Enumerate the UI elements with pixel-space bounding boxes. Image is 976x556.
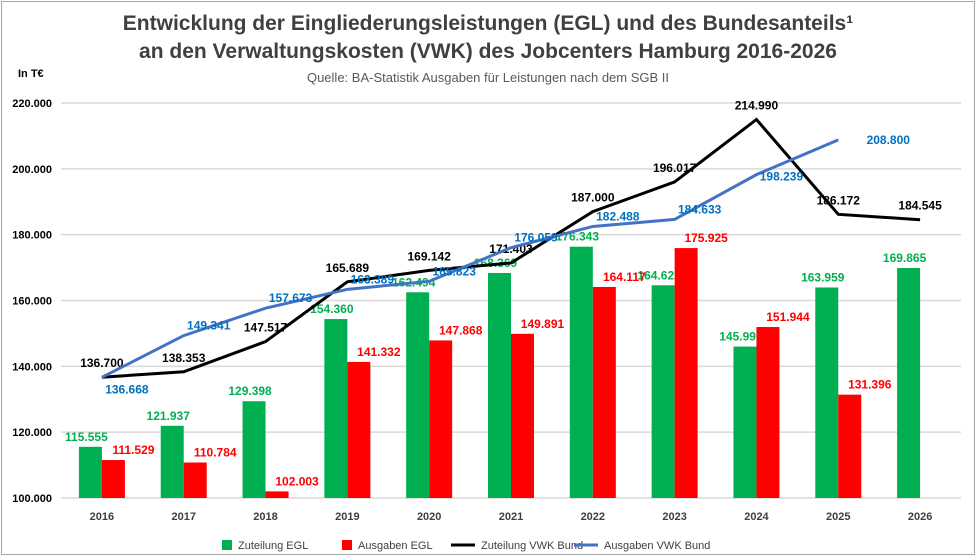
data-label: 147.517	[244, 321, 288, 335]
data-label: 149.891	[521, 317, 565, 331]
bar-zuteilung-egl	[569, 246, 593, 498]
data-label: 169.142	[407, 249, 451, 263]
bar-ausgaben-egl	[838, 394, 862, 498]
legend-swatch	[342, 540, 352, 550]
data-label: 149.341	[187, 319, 231, 333]
chart-subtitle: Quelle: BA-Statistik Ausgaben für Leistu…	[306, 70, 670, 85]
data-label: 176.059	[514, 231, 558, 245]
x-tick-label: 2025	[826, 511, 850, 523]
data-label: 141.332	[357, 345, 401, 359]
chart-title-line1: Entwicklung der Eingliederungsleistungen…	[122, 12, 854, 35]
data-label: 163.959	[801, 270, 845, 284]
data-label: 184.545	[898, 199, 942, 213]
x-tick-label: 2017	[171, 511, 195, 523]
bar-zuteilung-egl	[651, 285, 675, 498]
bar-ausgaben-egl	[265, 491, 289, 498]
bar-zuteilung-egl	[406, 292, 430, 498]
data-label: 169.865	[883, 251, 927, 265]
data-label: 121.937	[147, 409, 191, 423]
data-label: 111.529	[112, 443, 154, 457]
data-label: 208.800	[867, 133, 911, 147]
x-tick-label: 2022	[581, 511, 605, 523]
bar-ausgaben-egl	[511, 333, 534, 498]
x-tick-label: 2020	[417, 511, 441, 523]
data-label: 175.925	[684, 231, 728, 245]
x-tick-label: 2024	[744, 511, 769, 523]
y-tick-label: 140.000	[12, 361, 52, 373]
y-axis-unit-label: In T€	[18, 68, 44, 80]
y-tick-label: 120.000	[12, 427, 52, 439]
data-label: 102.003	[275, 474, 319, 488]
x-tick-label: 2021	[499, 511, 523, 523]
data-label: 196.017	[653, 161, 697, 175]
data-label: 138.353	[162, 351, 206, 365]
data-label: 129.398	[228, 384, 272, 398]
data-label: 110.784	[194, 446, 237, 460]
x-tick-label: 2016	[90, 511, 114, 523]
y-tick-label: 220.000	[12, 98, 52, 110]
x-tick-label: 2019	[335, 511, 359, 523]
data-label: 147.868	[439, 323, 483, 337]
data-label: 214.990	[735, 98, 779, 112]
legend-entry: Ausgaben EGL	[358, 540, 433, 552]
bar-zuteilung-egl	[897, 268, 921, 498]
y-tick-label: 180.000	[12, 230, 52, 242]
data-label: 165.823	[432, 264, 476, 278]
bar-zuteilung-egl	[733, 346, 757, 498]
bar-zuteilung-egl	[488, 272, 511, 498]
bar-ausgaben-egl	[429, 340, 453, 498]
x-tick-label: 2026	[908, 511, 932, 523]
data-label: 164.621	[637, 268, 681, 282]
legend-entry: Ausgaben VWK Bund	[604, 540, 710, 552]
bar-zuteilung-egl	[242, 401, 266, 498]
bar-zuteilung-egl	[324, 319, 348, 498]
data-label: 187.000	[571, 191, 615, 205]
bar-ausgaben-egl	[347, 361, 371, 498]
x-tick-label: 2023	[662, 511, 686, 523]
y-tick-label: 160.000	[12, 296, 52, 308]
data-label: 182.488	[596, 209, 640, 223]
y-tick-label: 200.000	[12, 164, 52, 176]
legend-entry: Zuteilung EGL	[238, 540, 308, 552]
data-label: 136.668	[105, 382, 149, 396]
data-label: 184.633	[678, 202, 722, 216]
bar-ausgaben-egl	[183, 462, 207, 498]
bar-zuteilung-egl	[815, 287, 839, 498]
data-label: 145.997	[719, 330, 763, 344]
bar-ausgaben-egl	[674, 248, 698, 498]
bar-zuteilung-egl	[78, 446, 102, 498]
data-label: 165.689	[326, 261, 370, 275]
data-label: 115.555	[65, 430, 108, 444]
bar-ausgaben-egl	[101, 460, 125, 498]
data-label: 154.360	[310, 302, 354, 316]
bar-ausgaben-egl	[592, 286, 616, 498]
x-tick-label: 2018	[253, 511, 277, 523]
data-label: 186.172	[817, 193, 861, 207]
line-ausgaben-vwk-bund	[101, 138, 839, 379]
data-label: 164.117	[603, 270, 646, 284]
bar-ausgaben-egl	[756, 327, 780, 498]
legend-swatch	[222, 540, 232, 550]
data-label: 163.389	[351, 272, 395, 286]
y-tick-label: 100.000	[12, 493, 52, 505]
data-label: 131.396	[848, 378, 892, 392]
data-label: 198.239	[760, 170, 804, 184]
data-label: 136.700	[80, 356, 124, 370]
chart-title-line2: an den Verwaltungskosten (VWK) des Jobce…	[139, 40, 837, 63]
data-label: 157.673	[269, 291, 313, 305]
legend-entry: Zuteilung VWK Bund	[481, 540, 583, 552]
data-label: 151.944	[766, 310, 810, 324]
bar-zuteilung-egl	[160, 425, 184, 498]
